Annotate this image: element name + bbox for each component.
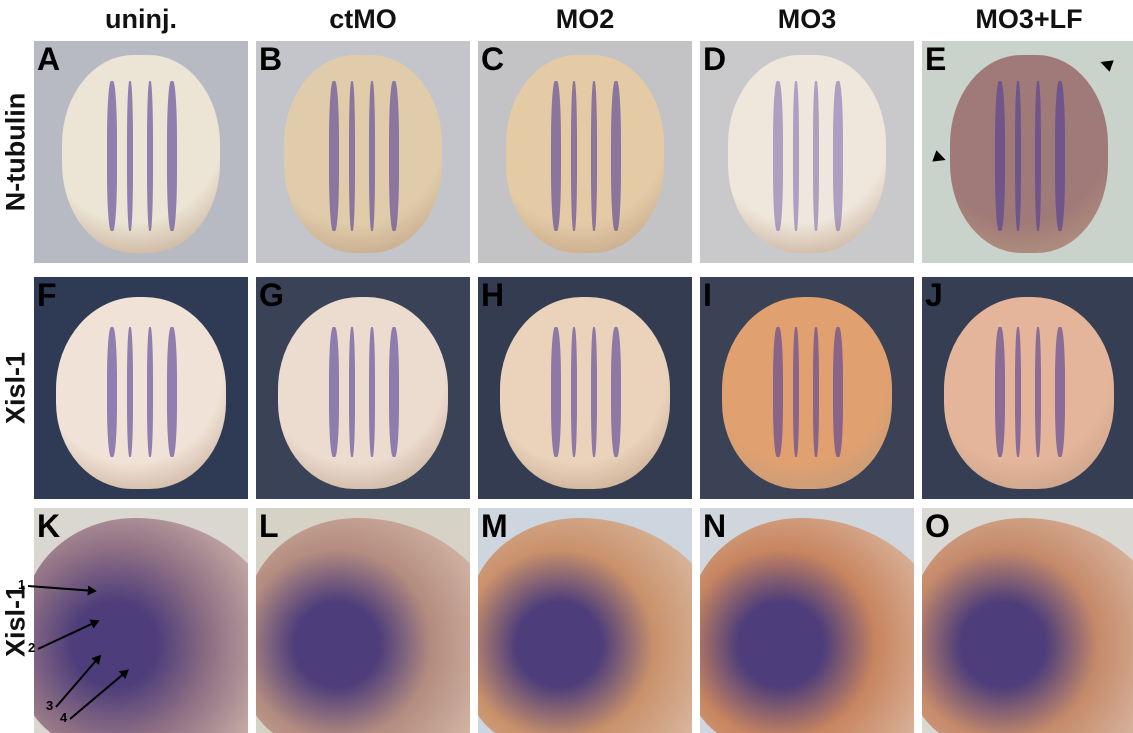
- stain-stripe: [147, 327, 153, 457]
- panel-N: N: [700, 508, 914, 733]
- embryo-image: [944, 297, 1114, 489]
- embryo-image: [500, 297, 670, 489]
- panel-letter: J: [925, 277, 943, 313]
- panel-letter: M: [481, 508, 508, 544]
- stain-stripe: [127, 327, 133, 457]
- stain-stripe: [329, 81, 339, 231]
- column-header-2: MO2: [555, 4, 615, 34]
- embryo-image: [62, 55, 220, 253]
- panel-L: L: [256, 508, 470, 733]
- embryo-image: [950, 55, 1108, 253]
- stain-stripe: [107, 81, 117, 231]
- stain-stripe: [147, 81, 153, 231]
- annotation-number: 2: [28, 640, 36, 655]
- row-label-2: Xisl-1: [0, 584, 31, 657]
- stain-stripe: [833, 327, 843, 457]
- embryo-image: [506, 55, 664, 253]
- stain-stripe: [167, 81, 177, 231]
- stain-stripe: [1035, 81, 1041, 231]
- annotation-number: 4: [60, 710, 68, 725]
- embryo-image: [284, 55, 442, 253]
- panel-E: E: [922, 41, 1133, 263]
- panel-A: A: [34, 41, 248, 263]
- panel-letter: D: [703, 41, 727, 77]
- stain-stripe: [167, 327, 177, 457]
- stain-stripe: [773, 81, 783, 231]
- panel-letter: B: [259, 41, 283, 77]
- stain-stripe: [127, 81, 133, 231]
- panel-letter: A: [37, 41, 61, 77]
- panel-I: I: [700, 277, 914, 499]
- embryo-image: [256, 518, 470, 733]
- stain-stripe: [389, 81, 399, 231]
- panel-letter: I: [703, 277, 712, 313]
- embryo-image: [278, 297, 448, 489]
- annotation-number: 1: [18, 577, 26, 592]
- panel-B: B: [256, 41, 470, 263]
- stain-stripe: [773, 327, 783, 457]
- stain-stripe: [551, 327, 561, 457]
- panel-letter: F: [37, 277, 57, 313]
- stain-stripe: [349, 81, 355, 231]
- stain-stripe: [551, 81, 561, 231]
- panel-D: D: [700, 41, 914, 263]
- panel-C: C: [478, 41, 692, 263]
- row-label-0: N-tubulin: [0, 92, 31, 212]
- stain-stripe: [591, 81, 597, 231]
- stain-stripe: [349, 327, 355, 457]
- stain-stripe: [1015, 327, 1021, 457]
- column-header-4: MO3+LF: [975, 4, 1083, 34]
- stain-stripe: [813, 327, 819, 457]
- stain-stripe: [329, 327, 339, 457]
- panel-letter: O: [925, 508, 950, 544]
- column-header-3: MO3: [777, 4, 837, 34]
- column-header-1: ctMO: [329, 4, 397, 34]
- embryo-image: [700, 518, 914, 733]
- embryo-image: [922, 518, 1133, 733]
- stain-stripe: [571, 81, 577, 231]
- embryo-image: [728, 55, 886, 253]
- panel-letter: E: [925, 41, 947, 77]
- panel-letter: L: [259, 508, 279, 544]
- embryo-image: [478, 518, 692, 733]
- stain-stripe: [369, 327, 375, 457]
- stain-stripe: [571, 327, 577, 457]
- stain-stripe: [1055, 327, 1065, 457]
- stain-stripe: [389, 327, 399, 457]
- stain-stripe: [793, 327, 799, 457]
- stain-stripe: [833, 81, 843, 231]
- panel-M: M: [478, 508, 692, 733]
- stain-stripe: [107, 327, 117, 457]
- panel-K: K: [34, 508, 248, 733]
- stain-stripe: [793, 81, 799, 231]
- stain-stripe: [611, 327, 621, 457]
- stain-stripe: [1035, 327, 1041, 457]
- panel-F: F: [34, 277, 248, 499]
- panel-letter: N: [703, 508, 727, 544]
- column-header-0: uninj.: [105, 4, 177, 34]
- stain-stripe: [995, 81, 1005, 231]
- panel-letter: K: [37, 508, 61, 544]
- embryo-image: [722, 297, 892, 489]
- stain-stripe: [591, 327, 597, 457]
- stain-stripe: [369, 81, 375, 231]
- embryo-image: [34, 518, 248, 733]
- panel-letter: C: [481, 41, 505, 77]
- panel-J: J: [922, 277, 1133, 499]
- panel-letter: G: [259, 277, 284, 313]
- stain-stripe: [611, 81, 621, 231]
- panel-O: O: [922, 508, 1133, 733]
- stain-stripe: [813, 81, 819, 231]
- panel-G: G: [256, 277, 470, 499]
- panel-letter: H: [481, 277, 505, 313]
- stain-stripe: [995, 327, 1005, 457]
- annotation-number: 3: [46, 698, 54, 713]
- panel-H: H: [478, 277, 692, 499]
- embryo-image: [56, 297, 226, 489]
- stain-stripe: [1055, 81, 1065, 231]
- row-label-1: Xisl-1: [0, 351, 31, 425]
- stain-stripe: [1015, 81, 1021, 231]
